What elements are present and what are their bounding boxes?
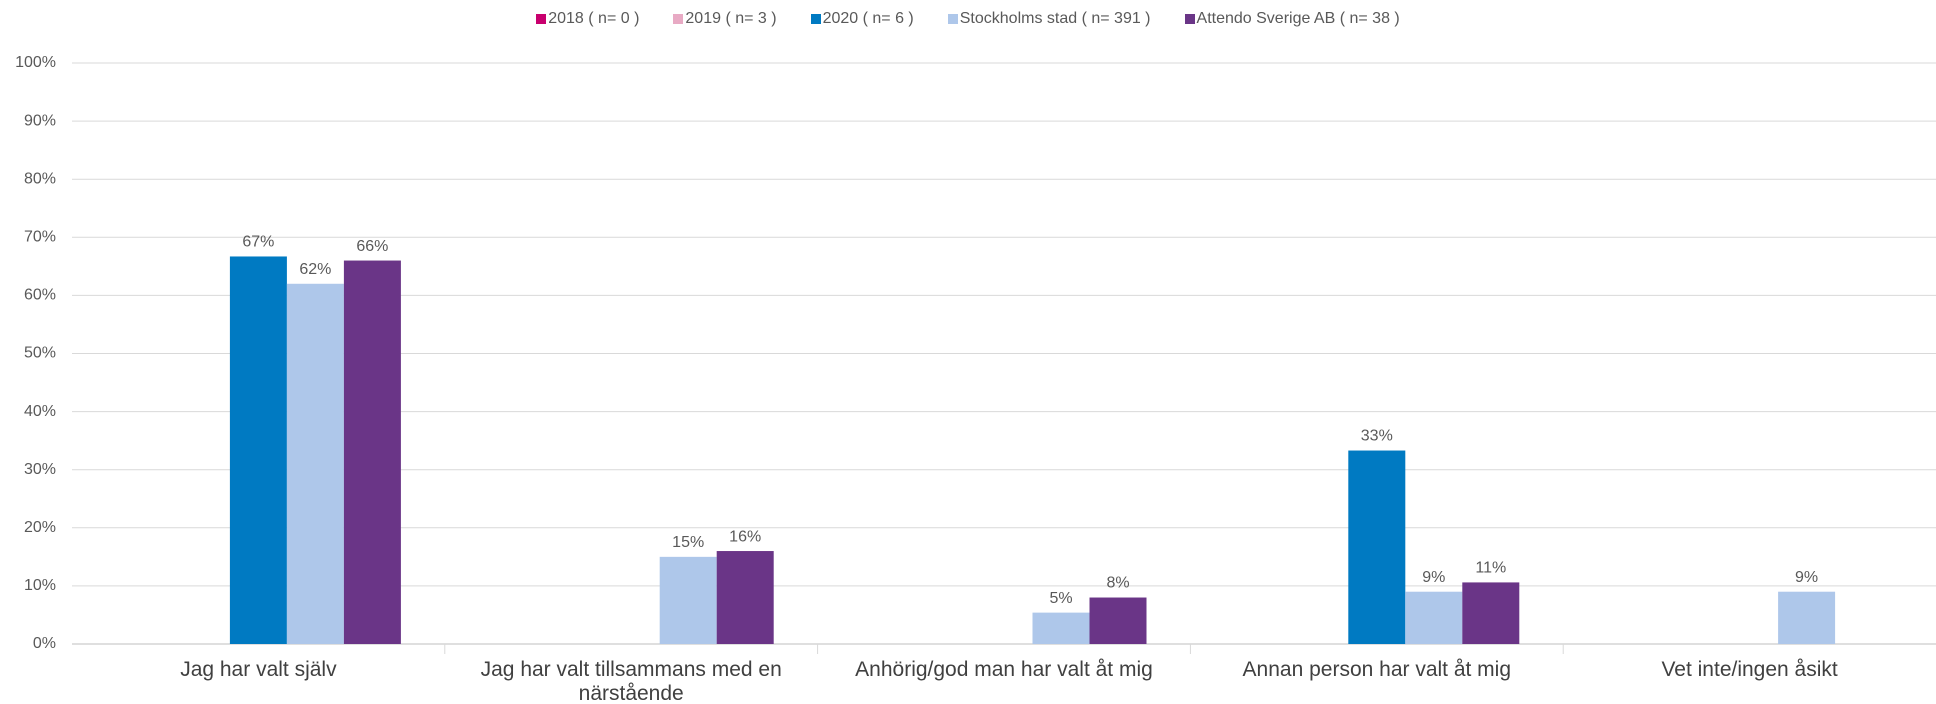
x-tick-label: Vet inte/ingen åsikt: [1661, 658, 1838, 681]
legend-label: 2020 ( n= 6 ): [822, 10, 914, 27]
bar: [1032, 612, 1090, 644]
legend-swatch: [536, 14, 547, 24]
bar: [716, 551, 774, 644]
y-tick-label: 30%: [24, 461, 56, 478]
data-label: 8%: [1106, 575, 1129, 592]
x-tick-label: Annan person har valt åt mig: [1242, 658, 1512, 681]
bar: [343, 260, 401, 644]
bar: [1089, 597, 1147, 644]
legend-label: 2019 ( n= 3 ): [685, 10, 777, 27]
y-tick-label: 70%: [24, 229, 56, 246]
legend-label: Stockholms stad ( n= 391 ): [959, 10, 1151, 27]
bar: [1778, 591, 1836, 644]
x-tick-label: Jag har valt själv: [180, 658, 337, 681]
x-tick-label: Jag har valt tillsammans med en närståen…: [480, 658, 782, 704]
data-label: 11%: [1475, 560, 1506, 577]
data-label: 16%: [729, 528, 761, 545]
legend-item: 2020 ( n= 6 ): [810, 10, 914, 28]
y-tick-label: 0%: [33, 635, 56, 652]
y-tick-label: 40%: [24, 403, 56, 420]
bar: [1348, 450, 1406, 644]
legend: 2018 ( n= 0 ) 2019 ( n= 3 ) 2020 ( n= 6 ) S…: [0, 10, 1936, 28]
y-tick-label: 100%: [15, 54, 56, 71]
data-label: 67%: [242, 234, 274, 251]
data-label: 9%: [1422, 569, 1445, 586]
bar: [1405, 591, 1463, 644]
x-tick-label: Anhörig/god man har valt åt mig: [855, 658, 1153, 681]
legend-label: Attendo Sverige AB ( n= 38 ): [1196, 10, 1400, 27]
y-tick-label: 50%: [24, 345, 56, 362]
y-tick-label: 10%: [24, 577, 56, 594]
data-label: 33%: [1361, 428, 1393, 445]
y-tick-label: 80%: [24, 170, 56, 187]
data-label: 15%: [672, 534, 704, 551]
legend-swatch: [947, 14, 958, 24]
legend-swatch: [1184, 14, 1195, 24]
legend-swatch: [810, 14, 821, 24]
data-label: 9%: [1795, 569, 1818, 586]
y-tick-label: 60%: [24, 287, 56, 304]
data-label: 5%: [1049, 590, 1072, 607]
bar: [1462, 582, 1520, 644]
data-label: 62%: [299, 261, 331, 278]
bar: [286, 283, 344, 644]
bar: [229, 256, 287, 644]
bar: [659, 556, 717, 644]
legend-item: 2018 ( n= 0 ): [536, 10, 639, 28]
legend-item: 2019 ( n= 3 ): [673, 10, 777, 28]
y-tick-label: 20%: [24, 519, 56, 536]
data-label: 66%: [356, 238, 388, 255]
legend-item: Attendo Sverige AB ( n= 38 ): [1184, 10, 1400, 28]
legend-item: Stockholms stad ( n= 391 ): [947, 10, 1151, 28]
legend-label: 2018 ( n= 0 ): [548, 10, 640, 27]
y-tick-label: 90%: [24, 112, 56, 129]
legend-swatch: [673, 14, 684, 24]
